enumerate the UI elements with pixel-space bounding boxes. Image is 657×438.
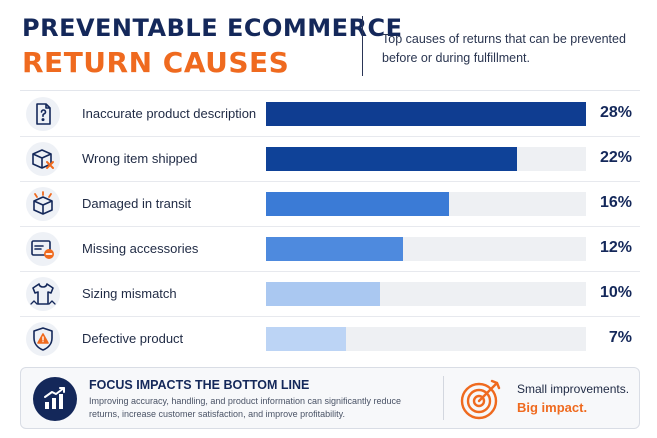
header: PREVENTABLE ECOMMERCE RETURN CAUSES Top … [22,14,642,80]
category-label: Damaged in transit [82,196,192,211]
bar [266,237,404,261]
bar-track [266,327,586,351]
bar [266,282,381,306]
tagline-small: Small improvements. [517,382,630,396]
chart-row: Missing accessories 12% [20,227,640,272]
bar-track [266,192,586,216]
value-label: 16% [599,194,632,211]
bar [266,102,586,126]
tagline-big: Big impact. [517,400,588,415]
box-x-icon [26,142,60,176]
document-question-icon [26,97,60,131]
bar-track [266,147,586,171]
category-label: Wrong item shipped [82,151,198,166]
chart-row: Inaccurate product description 28% [20,92,640,137]
bar-track [266,282,586,306]
value-label: 12% [599,239,632,256]
value-label: 7% [608,329,632,346]
bar [266,192,449,216]
category-label: Sizing mismatch [82,286,177,301]
row-divider [20,316,640,317]
bar [266,327,346,351]
row-divider [20,271,640,272]
value-label: 22% [599,149,632,166]
chart-row: Defective product 7% [20,317,640,362]
header-rule [20,90,640,91]
chart-row: Sizing mismatch 10% [20,272,640,317]
card-minus-icon [26,232,60,266]
footer-callout: FOCUS IMPACTS THE BOTTOM LINE Improving … [20,367,640,429]
page-subtitle: Top causes of returns that can be preven… [382,32,626,65]
bar-track [266,102,586,126]
chart-row: Damaged in transit 16% [20,182,640,227]
chart-row: Wrong item shipped 22% [20,137,640,182]
row-divider [20,226,640,227]
category-label: Missing accessories [82,241,199,256]
header-divider [362,16,363,76]
damaged-box-icon [26,187,60,221]
value-label: 10% [599,284,632,301]
page-title-line2: RETURN CAUSES [22,46,290,79]
value-label: 28% [599,104,632,121]
growth-chart-icon [33,377,77,421]
row-divider [20,181,640,182]
bar-track [266,237,586,261]
category-label: Inaccurate product description [82,106,257,121]
footer-heading: FOCUS IMPACTS THE BOTTOM LINE [89,378,310,392]
warning-shield-icon [26,322,60,356]
target-icon [459,377,503,421]
bar [266,147,518,171]
footer-body: Improving accuracy, handling, and produc… [89,396,402,419]
category-label: Defective product [82,331,184,346]
row-divider [20,136,640,137]
page-title-line1: PREVENTABLE ECOMMERCE [22,14,403,42]
shirt-icon [26,277,60,311]
footer-divider [443,376,444,420]
